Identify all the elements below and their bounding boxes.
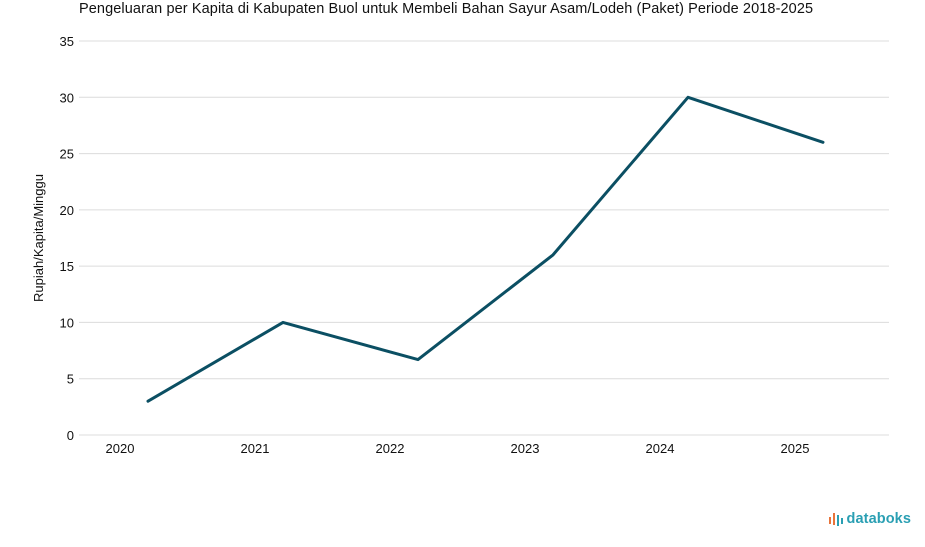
x-tick-label: 2022 <box>376 441 405 456</box>
y-tick-label: 15 <box>60 259 74 274</box>
x-axis-ticks: 2020 2021 2022 2023 2024 2025 <box>106 441 810 456</box>
databoks-bars-icon <box>828 513 843 526</box>
series-layer <box>146 95 825 403</box>
y-tick-label: 20 <box>60 203 74 218</box>
x-tick-label: 2020 <box>106 441 135 456</box>
gridlines <box>79 40 889 436</box>
series-line <box>146 95 825 403</box>
databoks-brand-text: databoks <box>846 511 911 527</box>
y-tick-label: 30 <box>60 90 74 105</box>
y-tick-label: 5 <box>67 372 74 387</box>
x-tick-label: 2025 <box>781 441 810 456</box>
y-tick-label: 25 <box>60 147 74 162</box>
y-tick-label: 0 <box>67 428 74 443</box>
y-axis-label: Rupiah/Kapita/Minggu <box>31 174 46 302</box>
y-tick-label: 10 <box>60 315 74 330</box>
x-tick-label: 2021 <box>241 441 270 456</box>
x-tick-label: 2024 <box>646 441 675 456</box>
chart-title: Pengeluaran per Kapita di Kabupaten Buol… <box>79 1 814 17</box>
x-tick-label: 2023 <box>511 441 540 456</box>
y-tick-label: 35 <box>60 34 74 49</box>
databoks-logo: databoks <box>828 511 911 527</box>
y-axis-ticks: 0 5 10 15 20 25 30 35 <box>60 34 74 443</box>
